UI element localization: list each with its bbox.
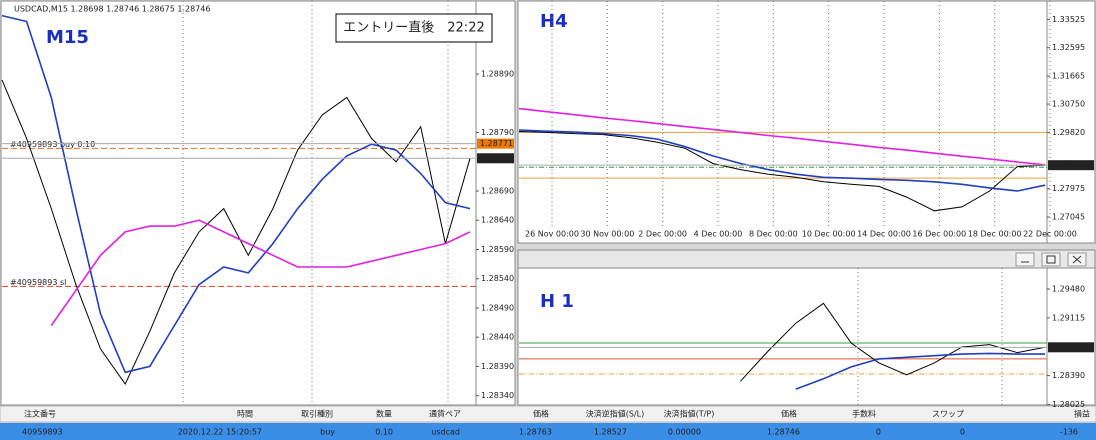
price-label-box: [1048, 342, 1094, 353]
column-header: 決済指値(T/P): [664, 409, 715, 419]
column-header: 数量: [376, 409, 392, 419]
y-tick-label: 1.28390: [481, 362, 514, 371]
y-tick-label: 1.30750: [1052, 100, 1085, 109]
x-tick-label: 30 Nov 00:00: [580, 230, 634, 239]
h1-panel: [517, 267, 1096, 406]
series-line: [518, 131, 1046, 212]
y-tick-label: 1.27975: [1052, 184, 1085, 193]
x-tick-label: 2 Dec 00:00: [638, 230, 687, 239]
y-tick-label: 1.29480: [1052, 284, 1085, 293]
x-tick-label: 8 Dec 00:00: [749, 230, 798, 239]
cell: 0.00000: [668, 428, 701, 437]
minimize-button[interactable]: [1015, 252, 1035, 267]
y-tick-label: 1.28890: [481, 70, 514, 79]
column-header: 取引種別: [301, 409, 333, 419]
price-label-box: [477, 153, 514, 164]
h4-panel: [517, 0, 1096, 244]
table-row-selected[interactable]: [0, 423, 1096, 440]
cell: -136: [1060, 428, 1078, 437]
cell: 0: [960, 428, 965, 437]
level-label: #40959893 sl: [10, 278, 66, 287]
table-header: [0, 405, 1096, 423]
maximize-button[interactable]: [1041, 252, 1061, 267]
close-icon: [1072, 255, 1082, 264]
x-tick-label: 26 Nov 00:00: [525, 230, 579, 239]
y-tick-label: 1.27045: [1052, 213, 1085, 222]
m15-panel: [0, 0, 516, 406]
price-label: 1.28746: [1051, 161, 1084, 170]
y-tick-label: 1.28490: [481, 303, 514, 312]
y-tick-label: 1.28540: [481, 274, 514, 283]
y-tick-label: 1.28340: [481, 391, 514, 400]
note-box: [335, 13, 493, 43]
column-header: 価格: [533, 409, 549, 419]
x-tick-label: 4 Dec 00:00: [694, 230, 743, 239]
column-header: 価格: [781, 409, 797, 419]
timeframe-label: H 1: [540, 291, 574, 312]
cell: 2020.12.22 15:20:57: [178, 428, 262, 437]
cell: buy: [320, 428, 335, 437]
column-header: 時間: [237, 410, 253, 419]
vertical-grid: [182, 1, 1003, 405]
y-tick-label: 1.28790: [481, 128, 514, 137]
column-header: スワップ: [932, 410, 964, 419]
x-tick-label: 18 Dec 00:00: [968, 230, 1022, 239]
timeframe-label: H4: [540, 11, 568, 32]
cell: 1.28746: [767, 428, 800, 437]
timeframe-label: M15: [46, 27, 89, 48]
series-line: [518, 129, 1046, 192]
cell: 1.28763: [519, 428, 552, 437]
y-tick-label: 1.28440: [481, 333, 514, 342]
y-tick-label: 1.28025: [1052, 400, 1085, 409]
price-label: 1.28746: [1051, 343, 1084, 352]
price-label-box: [1048, 160, 1094, 171]
y-tick-label: 1.28390: [1052, 371, 1085, 380]
series-line: [50, 219, 471, 326]
note-text: エントリー直後 22:22: [343, 21, 484, 36]
level-label: #40959893 buy 0.10: [10, 140, 95, 149]
series-line: [795, 352, 1045, 390]
cell: 0: [876, 428, 881, 437]
y-tick-label: 1.28590: [481, 245, 514, 254]
y-tick-label: 1.33525: [1052, 15, 1085, 24]
price-label: 1.28746: [480, 154, 513, 163]
column-header: 注文番号: [24, 409, 56, 419]
y-tick-label: 1.29820: [1052, 128, 1085, 137]
cell: 0.10: [375, 428, 393, 437]
column-header: 損益: [1074, 409, 1090, 419]
x-tick-label: 10 Dec 00:00: [802, 230, 856, 239]
price-label: 1.28771: [480, 139, 513, 148]
y-tick-label: 1.29115: [1052, 313, 1085, 322]
column-header: 手数料: [852, 409, 876, 419]
price-label-box: [477, 138, 514, 149]
series-line: [740, 302, 1046, 382]
column-header: 決済逆指値(S/L): [586, 409, 644, 419]
column-header: 通貨ペア: [429, 409, 461, 419]
symbol-header: USDCAD,M15 1.28698 1.28746 1.28675 1.287…: [14, 5, 210, 14]
x-tick-label: 22 Dec 00:00: [1023, 230, 1077, 239]
h1-titlebar: [517, 249, 1096, 269]
y-tick-label: 1.31665: [1052, 72, 1085, 81]
y-tick-label: 1.28640: [481, 216, 514, 225]
series-line: [1, 14, 471, 374]
cell: 40959893: [22, 428, 63, 437]
y-tick-label: 1.28690: [481, 187, 514, 196]
series-line: [518, 107, 1046, 166]
y-tick-label: 1.32595: [1052, 43, 1085, 52]
x-tick-label: 16 Dec 00:00: [912, 230, 966, 239]
cell: usdcad: [431, 428, 460, 437]
x-tick-label: 14 Dec 00:00: [857, 230, 911, 239]
maximize-icon: [1046, 255, 1056, 264]
cell: 1.28527: [594, 428, 627, 437]
